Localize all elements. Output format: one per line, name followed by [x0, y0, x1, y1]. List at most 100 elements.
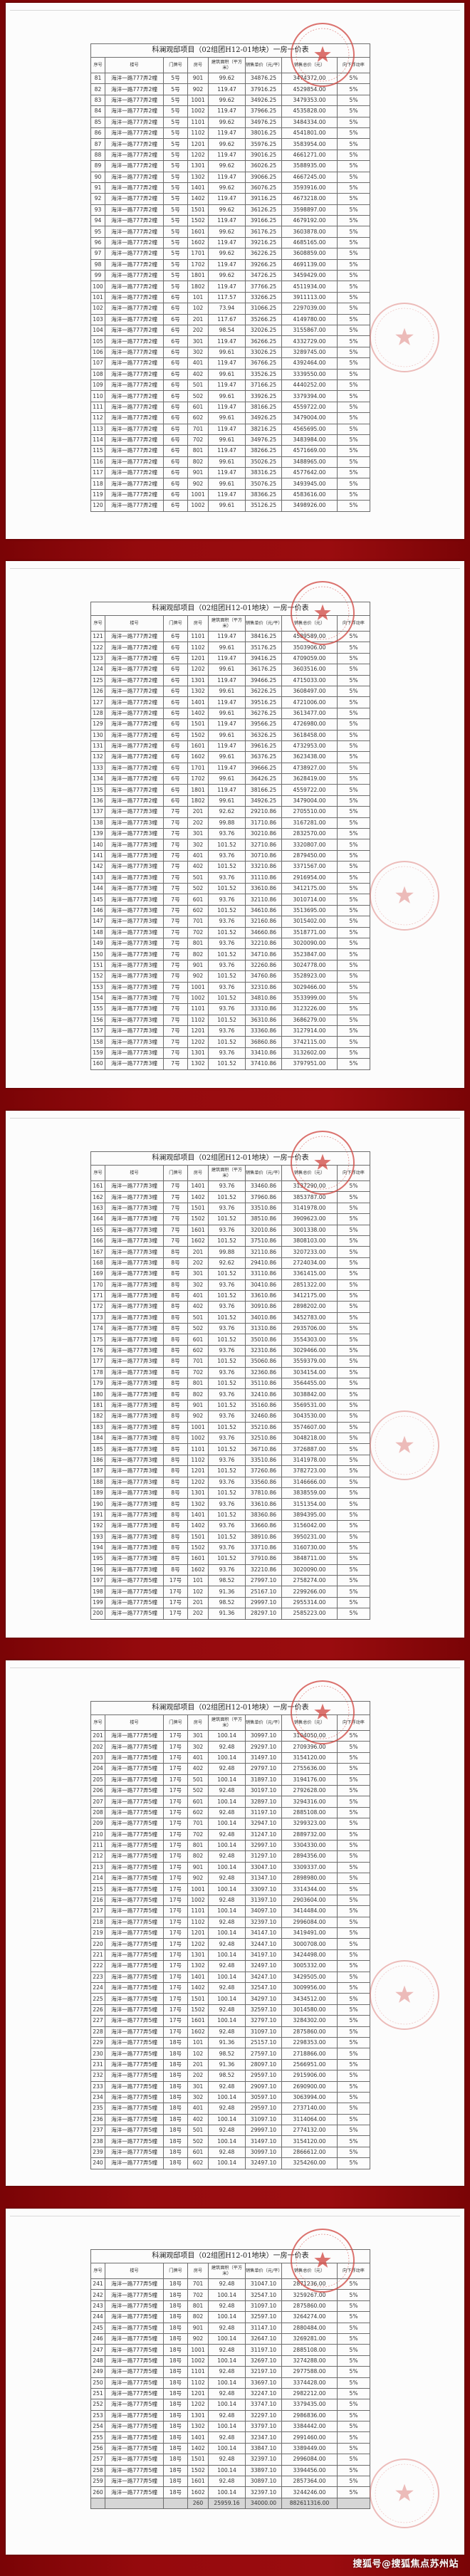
cell-unit-price: 39266.25 [245, 258, 282, 271]
cell-unit-price: 35210.86 [245, 1421, 282, 1433]
cell-door-no: 6号 [163, 335, 188, 347]
cell-float-rate: 5% [336, 1894, 371, 1907]
cell-seq: 89 [90, 160, 105, 172]
cell-seq: 161 [90, 1180, 105, 1193]
cell-seq: 122 [90, 642, 105, 654]
cell-area: 101.52 [208, 1268, 246, 1280]
cell-unit-price: 33797.10 [245, 2421, 282, 2433]
cell-room-no: 401 [187, 849, 209, 862]
cell-seq: 235 [90, 2103, 105, 2115]
cell-float-rate: 5% [336, 1213, 371, 1225]
cell-seq: 259 [90, 2476, 105, 2488]
cell-building: 海洋一路777弄2幢 [105, 72, 164, 85]
cell-seq: 204 [90, 1763, 105, 1775]
cell-door-no: 17号 [163, 2026, 188, 2038]
table-row: 204 海洋一路777弄5幢 17号 402 92.48 29797.10 2755636.… [90, 1763, 371, 1775]
cell-room-no: 1402 [187, 1520, 209, 1532]
cell-door-no: 18号 [163, 2289, 188, 2301]
table-row: 198 海洋一路777弄5幢 17号 102 91.36 25167.10 2299266.… [90, 1586, 371, 1598]
cell-area: 99.61 [208, 346, 246, 359]
table-row: 148 海洋一路777弄3幢 7号 702 101.52 34660.86 3518771.… [90, 926, 371, 938]
cell-seq: 172 [90, 1301, 105, 1313]
cell-door-no: 5号 [163, 270, 188, 282]
cell-room-no: 1302 [187, 685, 209, 698]
cell-building: 海洋一路777弄3幢 [105, 1213, 164, 1225]
cell-area: 99.62 [208, 94, 246, 107]
cell-area: 92.48 [208, 2300, 246, 2313]
table-row: 203 海洋一路777弄5幢 17号 401 100.14 31497.10 3154120… [90, 1752, 371, 1764]
cell-seq: 195 [90, 1553, 105, 1565]
cell-room-no: 1301 [187, 1047, 209, 1059]
cell-building: 海洋一路777弄2幢 [105, 138, 164, 150]
cell-room-no: 1502 [187, 2004, 209, 2016]
cell-seq: 106 [90, 346, 105, 359]
cell-door-no: 18号 [163, 2409, 188, 2422]
cell-door-no: 8号 [163, 1268, 188, 1280]
total-cell-float-rate [336, 2497, 371, 2510]
cell-total-price: 3424498.00 [281, 1949, 338, 1962]
cell-door-no: 6号 [163, 313, 188, 325]
cell-door-no: 17号 [163, 1960, 188, 1972]
cell-building: 海洋一路777弄2幢 [105, 434, 164, 446]
cell-door-no: 6号 [163, 500, 188, 512]
cell-area: 119.47 [208, 401, 246, 414]
cell-room-no: 1101 [187, 1443, 209, 1455]
column-header-area: 建筑面积（平方米） [208, 615, 246, 632]
cell-total-price: 3498926.00 [281, 500, 338, 512]
table-row: 84 海洋一路777弄2幢 5号 1002 119.47 37966.25 4535828.… [90, 105, 371, 117]
cell-total-price: 3284302.00 [281, 2015, 338, 2027]
cell-unit-price: 35160.86 [245, 1399, 282, 1412]
cell-room-no: 1001 [187, 488, 209, 501]
cell-building: 海洋一路777弄2幢 [105, 182, 164, 194]
cell-building: 海洋一路777弄5幢 [105, 1575, 164, 1587]
cell-unit-price: 32797.10 [245, 2015, 282, 2027]
cell-float-rate: 5% [336, 215, 371, 227]
cell-building: 海洋一路777弄3幢 [105, 904, 164, 917]
cell-unit-price: 30997.10 [245, 1729, 282, 1742]
cell-seq: 169 [90, 1268, 105, 1280]
cell-area: 117.57 [208, 291, 246, 304]
cell-unit-price: 32647.10 [245, 2332, 282, 2345]
cell-float-rate: 5% [336, 2300, 371, 2313]
cell-room-no: 301 [187, 828, 209, 840]
cell-total-price: 3608497.00 [281, 685, 338, 698]
table-row: 185 海洋一路777弄3幢 8号 1101 101.52 36710.86 3726887… [90, 1443, 371, 1455]
table-row: 192 海洋一路777弄3幢 8号 1402 93.76 33660.86 3156042.… [90, 1520, 371, 1532]
cell-area: 93.76 [208, 1520, 246, 1532]
cell-area: 101.52 [208, 882, 246, 895]
cell-total-price: 3618458.00 [281, 729, 338, 741]
table-title-row: 科澜观邸项目（02组团H12-01地块）一房一价表 [90, 43, 371, 58]
cell-area: 93.76 [208, 828, 246, 840]
price-table: 科澜观邸项目（02组团H12-01地块）一房一价表 序号 楼号 门牌号 房号 建筑面积（平… [90, 2249, 371, 2510]
cell-seq: 105 [90, 335, 105, 347]
cell-area: 101.52 [208, 970, 246, 983]
cell-room-no: 602 [187, 1806, 209, 1819]
cell-float-rate: 5% [336, 871, 371, 884]
cell-unit-price: 32247.10 [245, 2387, 282, 2400]
cell-door-no: 18号 [163, 2421, 188, 2433]
total-cell-room-no: 260 [187, 2497, 209, 2510]
cell-building: 海洋一路777弄2幢 [105, 630, 164, 643]
cell-total-price: 3429505.00 [281, 1971, 338, 1983]
column-header-total-price: 销售总价（元） [281, 2263, 338, 2279]
cell-building: 海洋一路777弄3幢 [105, 1366, 164, 1379]
cell-area: 98.54 [208, 324, 246, 337]
table-row: 233 海洋一路777弄5幢 18号 301 92.48 29097.10 2690900.… [90, 2080, 371, 2093]
cell-seq: 144 [90, 882, 105, 895]
cell-room-no: 802 [187, 948, 209, 960]
cell-float-rate: 5% [336, 445, 371, 457]
cell-room-no: 401 [187, 357, 209, 370]
cell-room-no: 1702 [187, 773, 209, 785]
table-row: 220 海洋一路777弄5幢 17号 1202 92.48 32447.10 3000708… [90, 1938, 371, 1950]
table-row: 227 海洋一路777弄5幢 17号 1601 100.14 32797.10 328430… [90, 2015, 371, 2027]
cell-total-price: 3483984.00 [281, 434, 338, 446]
cell-door-no: 5号 [163, 226, 188, 238]
cell-building: 海洋一路777弄5幢 [105, 2058, 164, 2071]
cell-room-no: 902 [187, 2332, 209, 2345]
cell-door-no: 17号 [163, 1883, 188, 1895]
cell-unit-price: 36276.25 [245, 707, 282, 720]
cell-float-rate: 5% [336, 2421, 371, 2433]
cell-float-rate: 5% [336, 1883, 371, 1895]
cell-seq: 247 [90, 2344, 105, 2356]
cell-seq: 97 [90, 248, 105, 260]
